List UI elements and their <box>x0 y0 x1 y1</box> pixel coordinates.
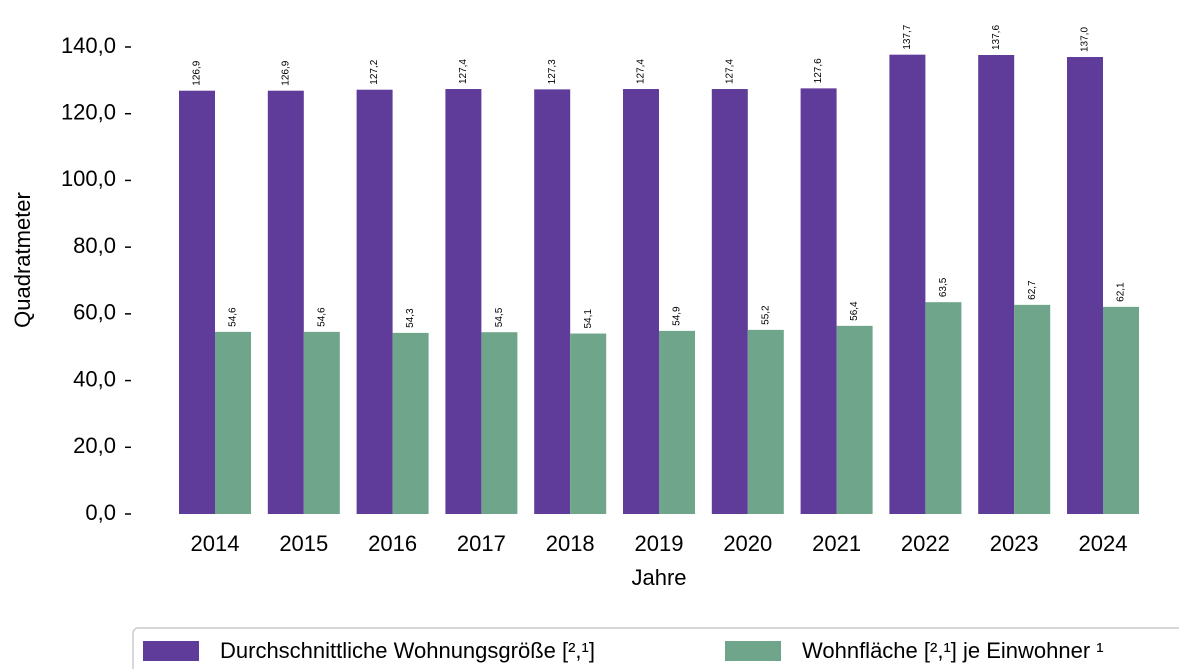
value-label: 137,6 <box>991 25 1002 50</box>
bar <box>534 89 571 514</box>
x-tick-label: 2015 <box>279 531 328 556</box>
y-tick-label: 20,0 <box>73 433 116 458</box>
bar <box>889 54 926 514</box>
y-tick-label: 140,0 <box>61 33 116 58</box>
bar <box>445 89 482 514</box>
value-label: 56,4 <box>849 301 860 321</box>
value-label: 62,1 <box>1116 282 1127 302</box>
bar <box>267 90 304 514</box>
legend-swatch <box>143 641 199 661</box>
value-label: 127,6 <box>813 58 824 83</box>
legend-label: Durchschnittliche Wohnungsgröße [²,¹] <box>220 638 595 663</box>
value-label: 54,6 <box>316 307 327 327</box>
bar <box>978 55 1015 515</box>
value-label: 126,9 <box>192 60 203 85</box>
legend-swatch <box>725 641 781 661</box>
bar <box>215 331 251 514</box>
value-label: 127,4 <box>636 59 647 84</box>
y-tick-label: 0,0 <box>85 500 116 525</box>
legend-label: Wohnfläche [²,¹] je Einwohner ¹ <box>802 638 1104 663</box>
value-label: 62,7 <box>1027 280 1038 300</box>
bar <box>570 333 607 514</box>
bar <box>1067 57 1103 514</box>
value-label: 54,6 <box>228 307 239 327</box>
x-tick-label: 2016 <box>368 531 417 556</box>
bar <box>747 329 784 514</box>
bar <box>836 325 873 514</box>
bar <box>659 330 695 514</box>
bar <box>303 331 340 514</box>
value-label: 127,3 <box>547 59 558 84</box>
x-tick-label: 2021 <box>812 531 861 556</box>
bar <box>711 89 748 514</box>
bar <box>925 302 962 514</box>
legend-box <box>132 627 1179 669</box>
x-axis-title: Jahre <box>631 565 686 590</box>
value-label: 55,2 <box>760 305 771 325</box>
bar <box>800 88 837 514</box>
bar <box>179 90 215 514</box>
bar <box>356 89 393 514</box>
y-tick-label: 100,0 <box>61 166 116 191</box>
bar <box>392 332 429 514</box>
bar <box>623 89 659 514</box>
x-tick-label: 2020 <box>723 531 772 556</box>
x-tick-label: 2018 <box>546 531 595 556</box>
value-label: 137,7 <box>902 24 913 49</box>
value-label: 54,5 <box>494 307 505 327</box>
y-axis-title: Quadratmeter <box>10 192 35 328</box>
value-label: 54,3 <box>405 308 416 328</box>
y-tick-label: 60,0 <box>73 300 116 325</box>
x-tick-label: 2024 <box>1079 531 1128 556</box>
bar <box>481 332 518 514</box>
y-tick-label: 80,0 <box>73 233 116 258</box>
x-tick-label: 2014 <box>191 531 240 556</box>
value-label: 54,1 <box>583 309 594 329</box>
value-label: 126,9 <box>280 60 291 85</box>
value-label: 54,9 <box>672 306 683 326</box>
value-label: 127,4 <box>458 59 469 84</box>
x-tick-label: 2022 <box>901 531 950 556</box>
x-tick-label: 2017 <box>457 531 506 556</box>
value-label: 137,0 <box>1080 27 1091 52</box>
bar <box>1103 306 1139 514</box>
bar <box>1014 304 1051 514</box>
value-label: 127,2 <box>369 59 380 84</box>
value-label: 127,4 <box>724 59 735 84</box>
y-tick-label: 40,0 <box>73 366 116 391</box>
y-tick-label: 120,0 <box>61 100 116 125</box>
x-tick-label: 2023 <box>990 531 1039 556</box>
value-label: 63,5 <box>938 277 949 297</box>
x-tick-label: 2019 <box>635 531 684 556</box>
